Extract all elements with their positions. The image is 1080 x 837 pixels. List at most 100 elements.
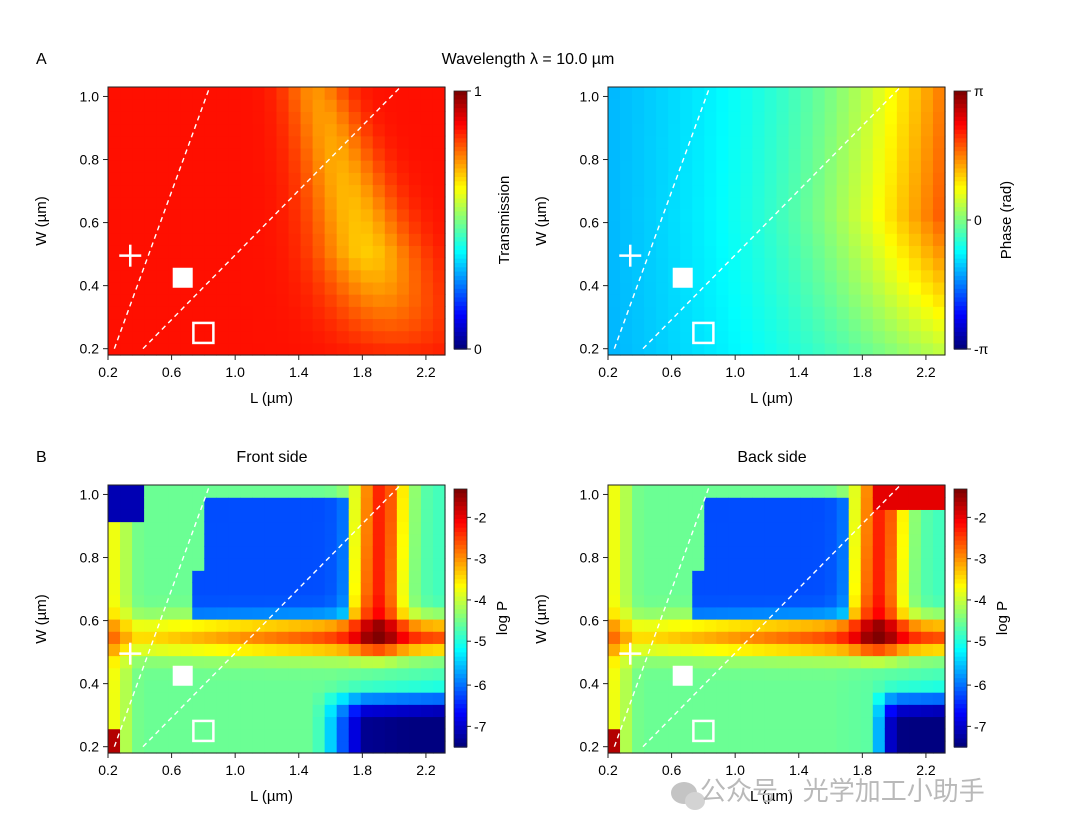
heatmap-cell (108, 294, 121, 307)
heatmap-cell (800, 269, 814, 283)
heatmap-cell (180, 570, 193, 584)
heatmap-cell (252, 111, 266, 125)
heatmap-cell (812, 196, 826, 210)
heatmap-cell (740, 318, 754, 332)
heatmap-cell (812, 485, 826, 498)
heatmap-cell (204, 679, 217, 693)
heatmap-cell (644, 497, 657, 510)
heatmap-cell (872, 521, 886, 535)
heatmap-cell (276, 221, 290, 234)
heatmap-cell (848, 135, 862, 149)
heatmap-cell (120, 509, 133, 523)
heatmap-cell (240, 740, 254, 754)
heatmap-cell (228, 728, 241, 742)
colorbar-transmission (453, 90, 468, 350)
heatmap-cell (384, 172, 398, 186)
heatmap-cell (632, 294, 645, 307)
heatmap-cell (372, 160, 386, 173)
heatmap-cell (372, 221, 386, 234)
heatmap-cell (668, 704, 681, 718)
heatmap-cell (872, 99, 886, 112)
heatmap-cell (740, 342, 754, 356)
heatmap-cell (216, 99, 229, 112)
heatmap-cell (656, 269, 669, 283)
heatmap-cell (872, 208, 886, 222)
heatmap-cell (120, 679, 133, 693)
heatmap-cell (824, 281, 838, 295)
heatmap-cell (396, 631, 410, 644)
heatmap-cell (108, 221, 121, 234)
heatmap-cell (156, 245, 169, 259)
heatmap-cell (800, 318, 814, 332)
heatmap-cell (860, 533, 874, 547)
heatmap-cell (668, 606, 681, 620)
heatmap-cell (704, 160, 717, 173)
heatmap-cell (692, 208, 705, 222)
heatmap-cell (384, 257, 398, 271)
heatmap-cell (728, 87, 741, 100)
heatmap-cell (932, 208, 946, 222)
heatmap-cell (920, 582, 934, 596)
heatmap-cell (372, 306, 386, 320)
heatmap-cell (264, 545, 278, 559)
heatmap-cell (384, 281, 398, 295)
heatmap-cell (800, 692, 814, 705)
heatmap-cell (336, 619, 350, 632)
heatmap-cell (620, 558, 633, 571)
heatmap-cell (908, 509, 922, 523)
colorbar-tick-label: -6 (474, 677, 487, 693)
x-tick-label: 2.2 (416, 762, 436, 778)
heatmap-cell (372, 509, 386, 523)
heatmap-cell (668, 87, 681, 100)
heatmap-cell (348, 521, 362, 535)
heatmap-cell (692, 221, 705, 234)
heatmap-cell (800, 606, 814, 620)
heatmap-cell (704, 330, 717, 344)
heatmap-cell (180, 221, 193, 234)
heatmap-cell (120, 692, 133, 705)
heatmap-cell (216, 485, 229, 498)
heatmap-cell (668, 716, 681, 730)
heatmap-cell (372, 558, 386, 571)
heatmap-cell (396, 184, 410, 198)
heatmap-cell (384, 147, 398, 161)
heatmap-cell (216, 521, 229, 535)
heatmap-cell (192, 728, 205, 742)
heatmap-cell (692, 330, 705, 344)
x-tick-label: 1.0 (725, 762, 745, 778)
heatmap-cell (860, 208, 874, 222)
heatmap-cell (848, 294, 862, 307)
heatmap-cell (836, 497, 850, 510)
heatmap-cell (848, 123, 862, 137)
heatmap-cell (860, 318, 874, 332)
heatmap-cell (360, 594, 374, 608)
heatmap-cell (716, 740, 729, 754)
heatmap-cell (908, 184, 922, 198)
heatmap-cell (288, 582, 302, 596)
heatmap-cell (348, 245, 362, 259)
heatmap-cell (644, 704, 657, 718)
heatmap-cell (276, 570, 290, 584)
heatmap-cell (108, 606, 121, 620)
heatmap-cell (908, 545, 922, 559)
heatmap-cell (336, 330, 350, 344)
heatmap-cell (108, 655, 121, 669)
heatmap-cell (408, 485, 422, 498)
heatmap-cell (692, 87, 705, 100)
heatmap-cell (132, 184, 145, 198)
heatmap-cell (348, 269, 362, 283)
heatmap-cell (656, 558, 669, 571)
heatmap-cell (824, 208, 838, 222)
heatmap-cell (372, 728, 386, 742)
heatmap-cell (680, 619, 693, 632)
heatmap-cell (144, 172, 157, 186)
heatmap-cell (716, 281, 729, 295)
heatmap-cell (776, 172, 790, 186)
heatmap-cell (932, 111, 946, 125)
heatmap-cell (120, 342, 133, 356)
heatmap-cell (848, 521, 862, 535)
heatmap-cell (252, 306, 266, 320)
heatmap-cell (420, 99, 434, 112)
heatmap-cell (872, 184, 886, 198)
heatmap-cell (920, 135, 934, 149)
